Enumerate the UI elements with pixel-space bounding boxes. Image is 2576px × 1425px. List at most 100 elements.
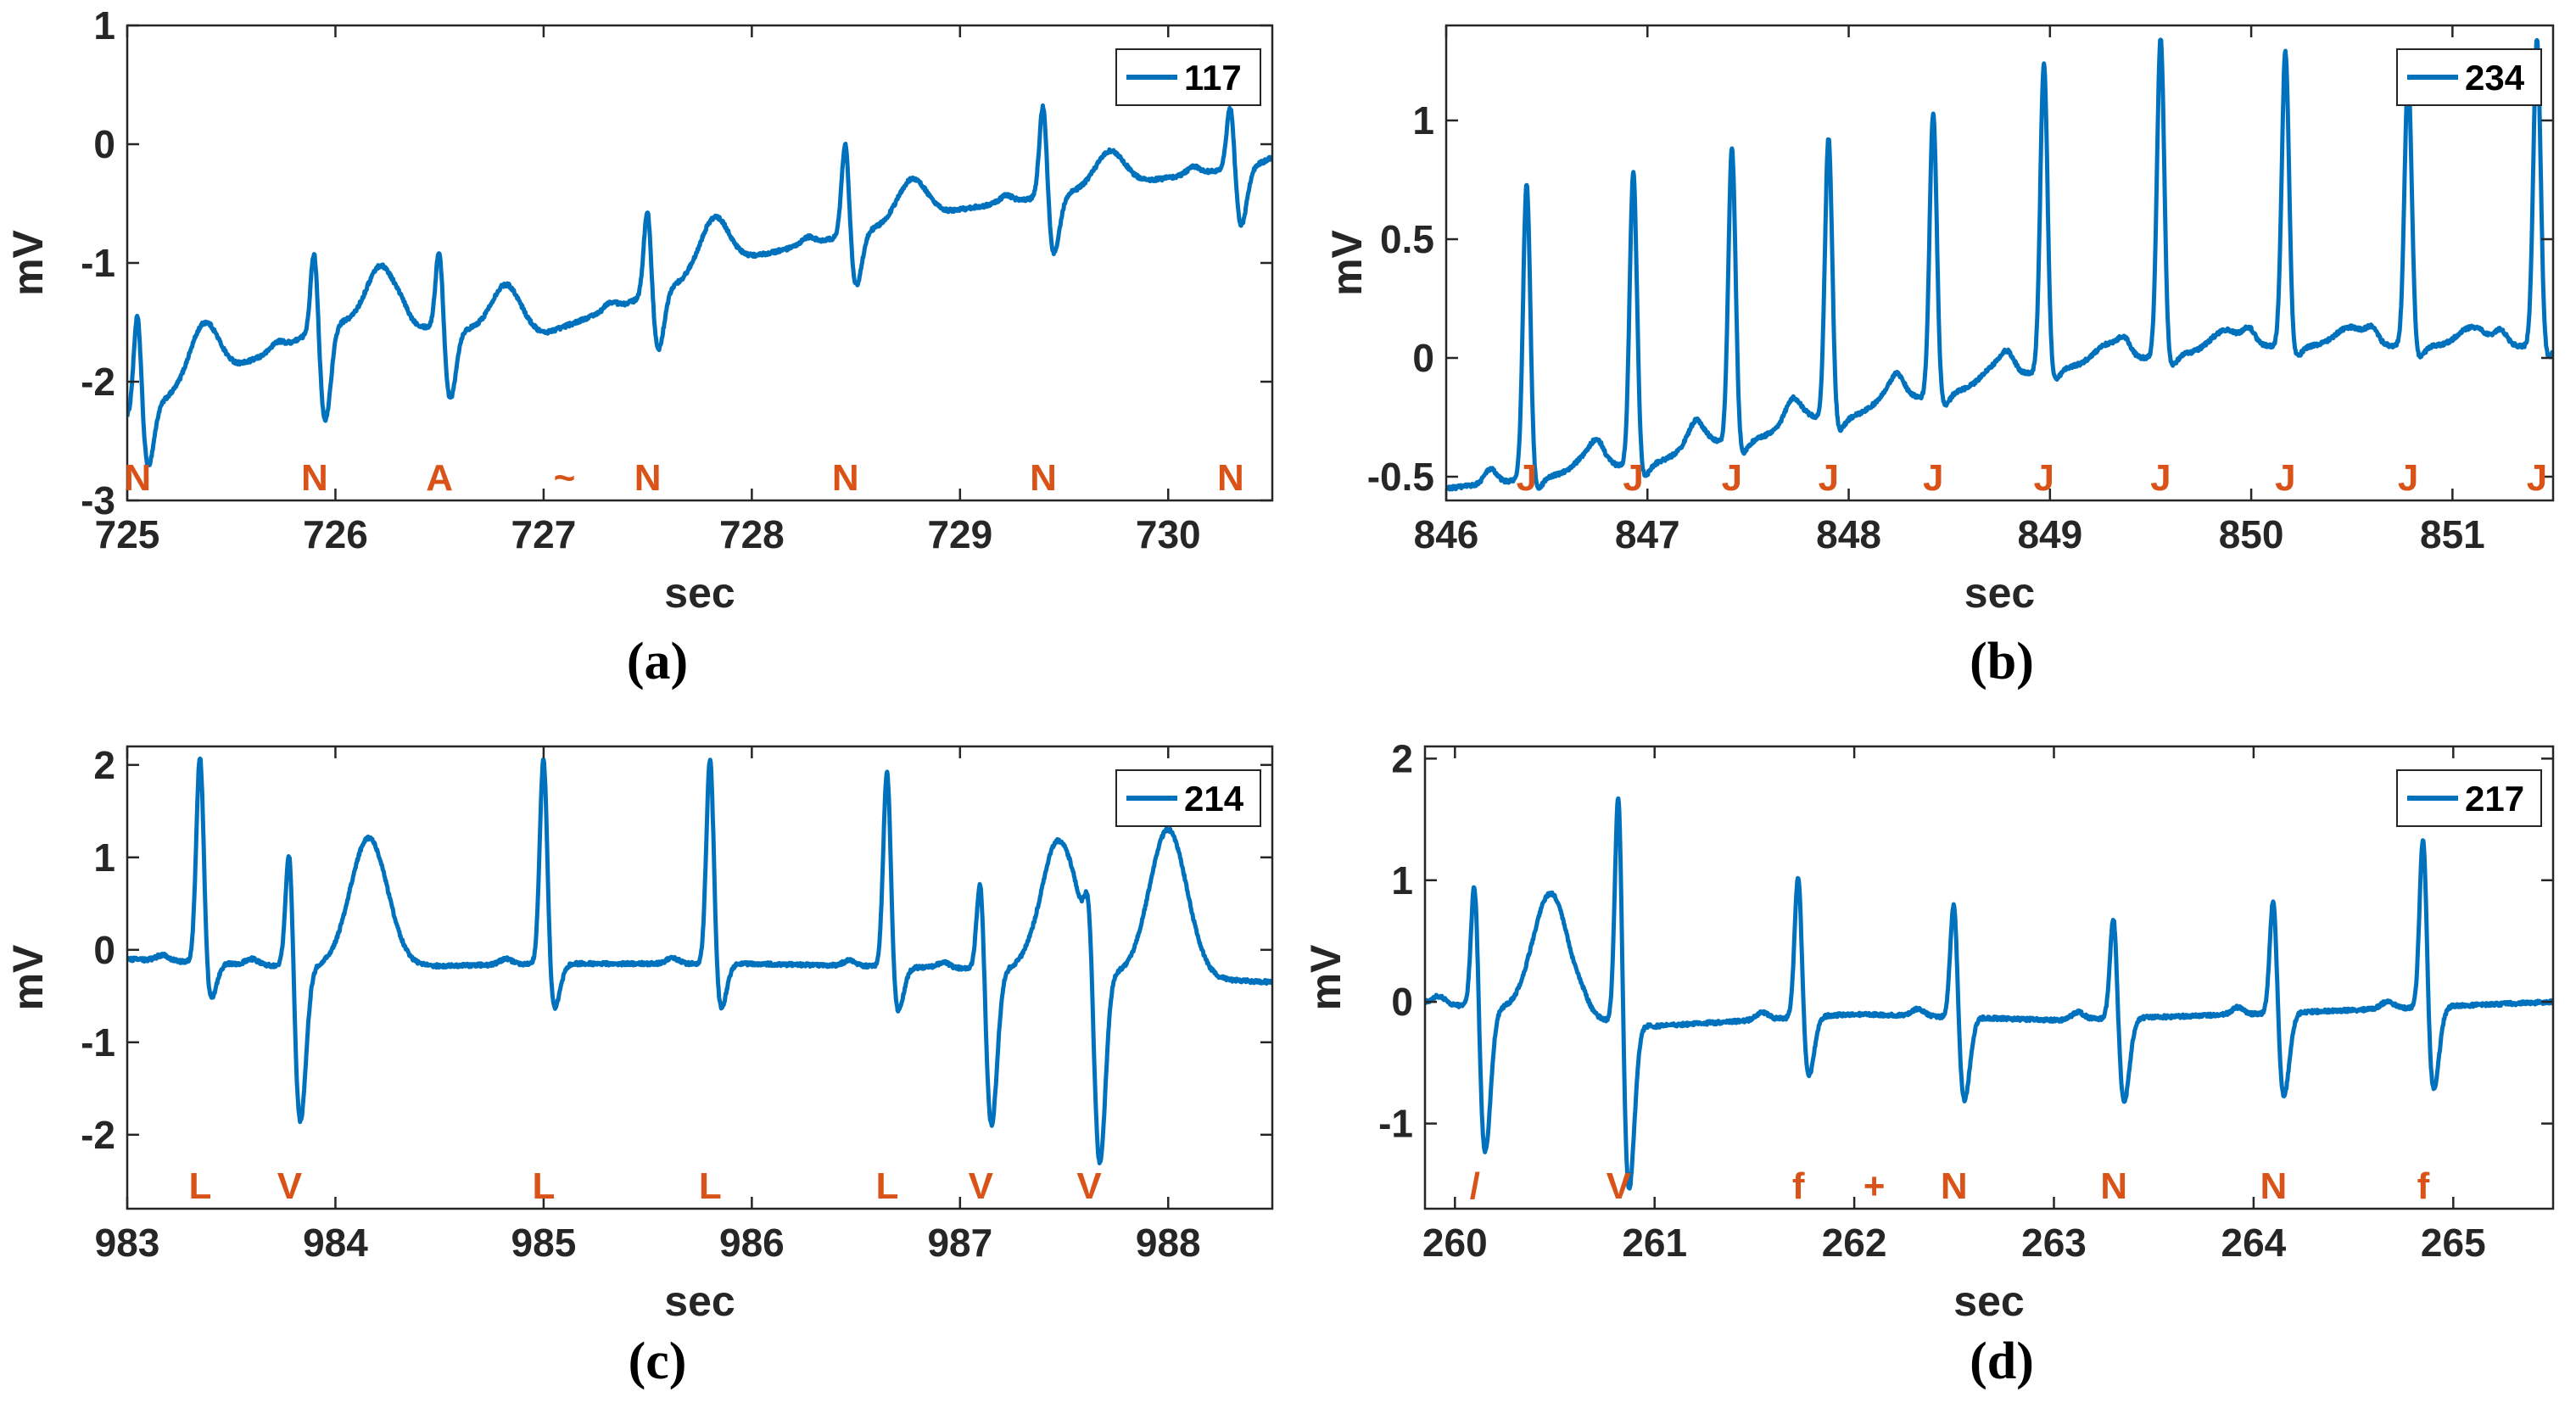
beat-annotation: N [301, 457, 328, 499]
beat-annotation: f [1792, 1165, 1805, 1207]
ecg-trace [1425, 796, 2553, 1191]
ecg-trace [127, 756, 1272, 1165]
y-tick-label: 1 [93, 3, 115, 48]
beat-annotation: J [2150, 457, 2171, 499]
x-tick-label: 262 [1822, 1221, 1887, 1265]
axes-frame [126, 24, 1274, 502]
axes-frame [1423, 745, 2555, 1210]
beat-annotation: N [2260, 1165, 2288, 1207]
x-tick-label: 730 [1136, 512, 1201, 556]
beat-annotation: N [832, 457, 859, 499]
y-tick-label: 1 [93, 835, 115, 880]
y-tick-label: -0.5 [1367, 455, 1434, 499]
axes-frame [126, 745, 1274, 1210]
beat-annotation: A [426, 457, 453, 499]
x-tick-label: 263 [2021, 1221, 2087, 1265]
y-tick-label: 0 [1391, 980, 1413, 1024]
x-tick-label: 264 [2221, 1221, 2287, 1265]
x-tick-label: 729 [927, 512, 992, 556]
legend-label: 117 [1184, 58, 1242, 98]
x-axis-label: sec [1964, 569, 2035, 617]
y-tick-label: -1 [81, 1020, 115, 1065]
x-tick-label: 728 [719, 512, 785, 556]
x-tick-label: 983 [95, 1221, 160, 1265]
y-tick-label: -2 [81, 1113, 115, 1157]
panel-caption: (d) [1970, 1333, 2034, 1390]
beat-annotation: V [1607, 1165, 1632, 1207]
x-tick-label: 265 [2421, 1221, 2486, 1265]
x-axis-label: sec [664, 569, 735, 617]
beat-annotation: J [2527, 457, 2547, 499]
beat-annotation: ~ [554, 457, 576, 499]
legend-label: 214 [1184, 779, 1244, 819]
x-tick-label: 260 [1422, 1221, 1488, 1265]
beat-annotation: + [1864, 1165, 1886, 1207]
beat-annotation: J [1623, 457, 1643, 499]
x-tick-label: 846 [1414, 512, 1479, 556]
ecg-panel-b: 846 847 848 849 850 851 1 0.5 0 -0.5 sec mV J J J J J J J J… [1323, 24, 2555, 690]
ecg-panel-a: 725 726 727 728 729 730 1 0 -1 -2 -3 sec mV N N A ~ N N N N 1… [4, 3, 1274, 690]
x-axis-label: sec [1953, 1277, 2024, 1325]
beat-annotation: N [634, 457, 662, 499]
y-tick-label: 1 [1412, 98, 1434, 142]
legend-label: 217 [2465, 779, 2524, 819]
y-axis-label: mV [4, 229, 52, 295]
x-tick-label: 726 [303, 512, 368, 556]
beat-annotation: V [969, 1165, 994, 1207]
beat-annotation: J [2398, 457, 2418, 499]
y-axis-label: mV [4, 944, 52, 1010]
panel-caption: (c) [629, 1333, 687, 1390]
y-tick-label: 2 [93, 743, 115, 787]
beat-annotation: J [1517, 457, 1537, 499]
x-tick-label: 261 [1622, 1221, 1687, 1265]
y-tick-label: 0 [93, 928, 115, 972]
beat-annotation: J [2275, 457, 2295, 499]
y-tick-label: 0 [1412, 336, 1434, 380]
ecg-panel-c: 983 984 985 986 987 988 2 1 0 -1 -2 sec mV L V L L L V V 214… [4, 743, 1274, 1390]
beat-annotation: J [2033, 457, 2054, 499]
x-tick-label: 850 [2219, 512, 2284, 556]
x-tick-label: 725 [95, 512, 160, 556]
axes-frame [1444, 24, 2555, 502]
beat-annotation: L [188, 1165, 211, 1207]
beat-annotation: N [1941, 1165, 1968, 1207]
y-tick-label: 2 [1391, 736, 1413, 780]
beat-annotation: N [1030, 457, 1057, 499]
x-tick-label: 986 [719, 1221, 785, 1265]
y-tick-label: 0 [93, 122, 115, 166]
beat-annotation: J [1722, 457, 1742, 499]
beat-annotation: N [2100, 1165, 2127, 1207]
beat-annotation: V [277, 1165, 303, 1207]
y-axis-label: mV [1302, 944, 1349, 1010]
panel-caption: (b) [1970, 633, 2034, 690]
x-tick-label: 727 [511, 512, 577, 556]
x-tick-label: 851 [2420, 512, 2485, 556]
beat-annotation: J [1923, 457, 1943, 499]
y-tick-label: 1 [1391, 858, 1413, 902]
ecg-trace [127, 103, 1272, 467]
beat-annotation: V [1076, 1165, 1102, 1207]
beat-annotation: / [1470, 1165, 1480, 1207]
beat-annotation: N [124, 457, 151, 499]
y-axis-label: mV [1323, 229, 1371, 295]
beat-annotation: J [1819, 457, 1839, 499]
legend-label: 234 [2465, 58, 2525, 98]
x-tick-label: 847 [1615, 512, 1680, 556]
x-tick-label: 848 [1816, 512, 1881, 556]
beat-annotation: f [2417, 1165, 2430, 1207]
ecg-trace [1446, 37, 2553, 492]
y-tick-label: -1 [81, 241, 115, 285]
x-axis-label: sec [664, 1277, 735, 1325]
panel-caption: (a) [627, 633, 688, 690]
beat-annotation: L [532, 1165, 555, 1207]
y-tick-label: -1 [1378, 1102, 1413, 1146]
x-tick-label: 984 [303, 1221, 368, 1265]
x-tick-label: 985 [511, 1221, 577, 1265]
x-tick-label: 988 [1136, 1221, 1201, 1265]
beat-annotation: L [699, 1165, 722, 1207]
x-tick-label: 987 [927, 1221, 992, 1265]
y-tick-label: -2 [81, 360, 115, 404]
x-tick-label: 849 [2017, 512, 2082, 556]
